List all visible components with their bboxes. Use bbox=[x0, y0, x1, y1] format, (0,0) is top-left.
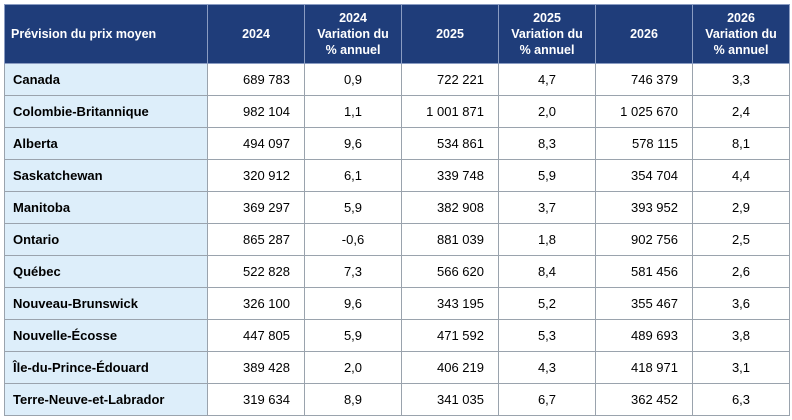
price-2024: 320 912 bbox=[207, 159, 305, 192]
province-name: Ontario bbox=[4, 223, 208, 256]
province-name: Québec bbox=[4, 255, 208, 288]
change-2026: 2,4 bbox=[692, 95, 790, 128]
header-province: Prévision du prix moyen bbox=[4, 4, 208, 64]
change-2026: 2,9 bbox=[692, 191, 790, 224]
change-2025: 2,0 bbox=[498, 95, 596, 128]
table-row: Alberta 494 097 9,6 534 861 8,3 578 115 … bbox=[4, 127, 790, 160]
price-2024: 326 100 bbox=[207, 287, 305, 320]
header-change-2024: 2024 Variation du % annuel bbox=[304, 4, 402, 64]
province-name: Manitoba bbox=[4, 191, 208, 224]
change-2025: 4,3 bbox=[498, 351, 596, 384]
table-row: Canada 689 783 0,9 722 221 4,7 746 379 3… bbox=[4, 63, 790, 96]
change-2026: 2,5 bbox=[692, 223, 790, 256]
header-price-2024: 2024 bbox=[207, 4, 305, 64]
header-price-2025: 2025 bbox=[401, 4, 499, 64]
price-2026: 581 456 bbox=[595, 255, 693, 288]
change-2024: 2,0 bbox=[304, 351, 402, 384]
change-2025: 5,2 bbox=[498, 287, 596, 320]
change-2025: 8,3 bbox=[498, 127, 596, 160]
change-2025: 5,3 bbox=[498, 319, 596, 352]
province-name: Terre-Neuve-et-Labrador bbox=[4, 383, 208, 416]
change-2025: 1,8 bbox=[498, 223, 596, 256]
change-2026: 3,1 bbox=[692, 351, 790, 384]
price-2025: 382 908 bbox=[401, 191, 499, 224]
change-2026: 3,8 bbox=[692, 319, 790, 352]
header-change-2026: 2026 Variation du % annuel bbox=[692, 4, 790, 64]
table-row: Nouveau-Brunswick 326 100 9,6 343 195 5,… bbox=[4, 287, 790, 320]
change-2024: 7,3 bbox=[304, 255, 402, 288]
change-2026: 6,3 bbox=[692, 383, 790, 416]
change-2024: 5,9 bbox=[304, 191, 402, 224]
price-2026: 355 467 bbox=[595, 287, 693, 320]
table-row: Terre-Neuve-et-Labrador 319 634 8,9 341 … bbox=[4, 383, 790, 416]
price-2024: 389 428 bbox=[207, 351, 305, 384]
price-2025: 1 001 871 bbox=[401, 95, 499, 128]
province-name: Alberta bbox=[4, 127, 208, 160]
change-2025: 8,4 bbox=[498, 255, 596, 288]
price-2026: 418 971 bbox=[595, 351, 693, 384]
table-row: Île-du-Prince-Édouard 389 428 2,0 406 21… bbox=[4, 351, 790, 384]
price-2024: 982 104 bbox=[207, 95, 305, 128]
price-2025: 722 221 bbox=[401, 63, 499, 96]
price-2026: 578 115 bbox=[595, 127, 693, 160]
change-2024: -0,6 bbox=[304, 223, 402, 256]
change-2024: 1,1 bbox=[304, 95, 402, 128]
price-2026: 354 704 bbox=[595, 159, 693, 192]
price-2026: 746 379 bbox=[595, 63, 693, 96]
table-body: Canada 689 783 0,9 722 221 4,7 746 379 3… bbox=[4, 63, 790, 416]
header-change-2025: 2025 Variation du % annuel bbox=[498, 4, 596, 64]
province-name: Colombie-Britannique bbox=[4, 95, 208, 128]
change-2026: 3,3 bbox=[692, 63, 790, 96]
price-2025: 406 219 bbox=[401, 351, 499, 384]
table-row: Manitoba 369 297 5,9 382 908 3,7 393 952… bbox=[4, 191, 790, 224]
change-2025: 6,7 bbox=[498, 383, 596, 416]
price-2024: 865 287 bbox=[207, 223, 305, 256]
province-name: Île-du-Prince-Édouard bbox=[4, 351, 208, 384]
price-2026: 362 452 bbox=[595, 383, 693, 416]
province-name: Saskatchewan bbox=[4, 159, 208, 192]
change-2024: 5,9 bbox=[304, 319, 402, 352]
average-price-forecast-table: Prévision du prix moyen 2024 2024 Variat… bbox=[4, 4, 790, 416]
change-2026: 3,6 bbox=[692, 287, 790, 320]
price-2025: 341 035 bbox=[401, 383, 499, 416]
price-2024: 494 097 bbox=[207, 127, 305, 160]
price-2024: 447 805 bbox=[207, 319, 305, 352]
change-2026: 8,1 bbox=[692, 127, 790, 160]
header-row: Prévision du prix moyen 2024 2024 Variat… bbox=[4, 4, 790, 64]
change-2025: 5,9 bbox=[498, 159, 596, 192]
change-2024: 6,1 bbox=[304, 159, 402, 192]
table-row: Colombie-Britannique 982 104 1,1 1 001 8… bbox=[4, 95, 790, 128]
province-name: Nouveau-Brunswick bbox=[4, 287, 208, 320]
province-name: Nouvelle-Écosse bbox=[4, 319, 208, 352]
change-2025: 3,7 bbox=[498, 191, 596, 224]
table-row: Saskatchewan 320 912 6,1 339 748 5,9 354… bbox=[4, 159, 790, 192]
table-row: Nouvelle-Écosse 447 805 5,9 471 592 5,3 … bbox=[4, 319, 790, 352]
price-2025: 881 039 bbox=[401, 223, 499, 256]
price-2026: 393 952 bbox=[595, 191, 693, 224]
change-2024: 8,9 bbox=[304, 383, 402, 416]
table-row: Québec 522 828 7,3 566 620 8,4 581 456 2… bbox=[4, 255, 790, 288]
province-name: Canada bbox=[4, 63, 208, 96]
price-2025: 343 195 bbox=[401, 287, 499, 320]
forecast-table-container: Prévision du prix moyen 2024 2024 Variat… bbox=[4, 4, 790, 416]
price-2024: 319 634 bbox=[207, 383, 305, 416]
price-2025: 339 748 bbox=[401, 159, 499, 192]
price-2025: 471 592 bbox=[401, 319, 499, 352]
price-2024: 369 297 bbox=[207, 191, 305, 224]
change-2024: 9,6 bbox=[304, 287, 402, 320]
price-2024: 689 783 bbox=[207, 63, 305, 96]
change-2025: 4,7 bbox=[498, 63, 596, 96]
table-row: Ontario 865 287 -0,6 881 039 1,8 902 756… bbox=[4, 223, 790, 256]
change-2026: 2,6 bbox=[692, 255, 790, 288]
change-2026: 4,4 bbox=[692, 159, 790, 192]
price-2025: 534 861 bbox=[401, 127, 499, 160]
price-2024: 522 828 bbox=[207, 255, 305, 288]
header-price-2026: 2026 bbox=[595, 4, 693, 64]
price-2025: 566 620 bbox=[401, 255, 499, 288]
price-2026: 1 025 670 bbox=[595, 95, 693, 128]
price-2026: 902 756 bbox=[595, 223, 693, 256]
change-2024: 0,9 bbox=[304, 63, 402, 96]
price-2026: 489 693 bbox=[595, 319, 693, 352]
change-2024: 9,6 bbox=[304, 127, 402, 160]
